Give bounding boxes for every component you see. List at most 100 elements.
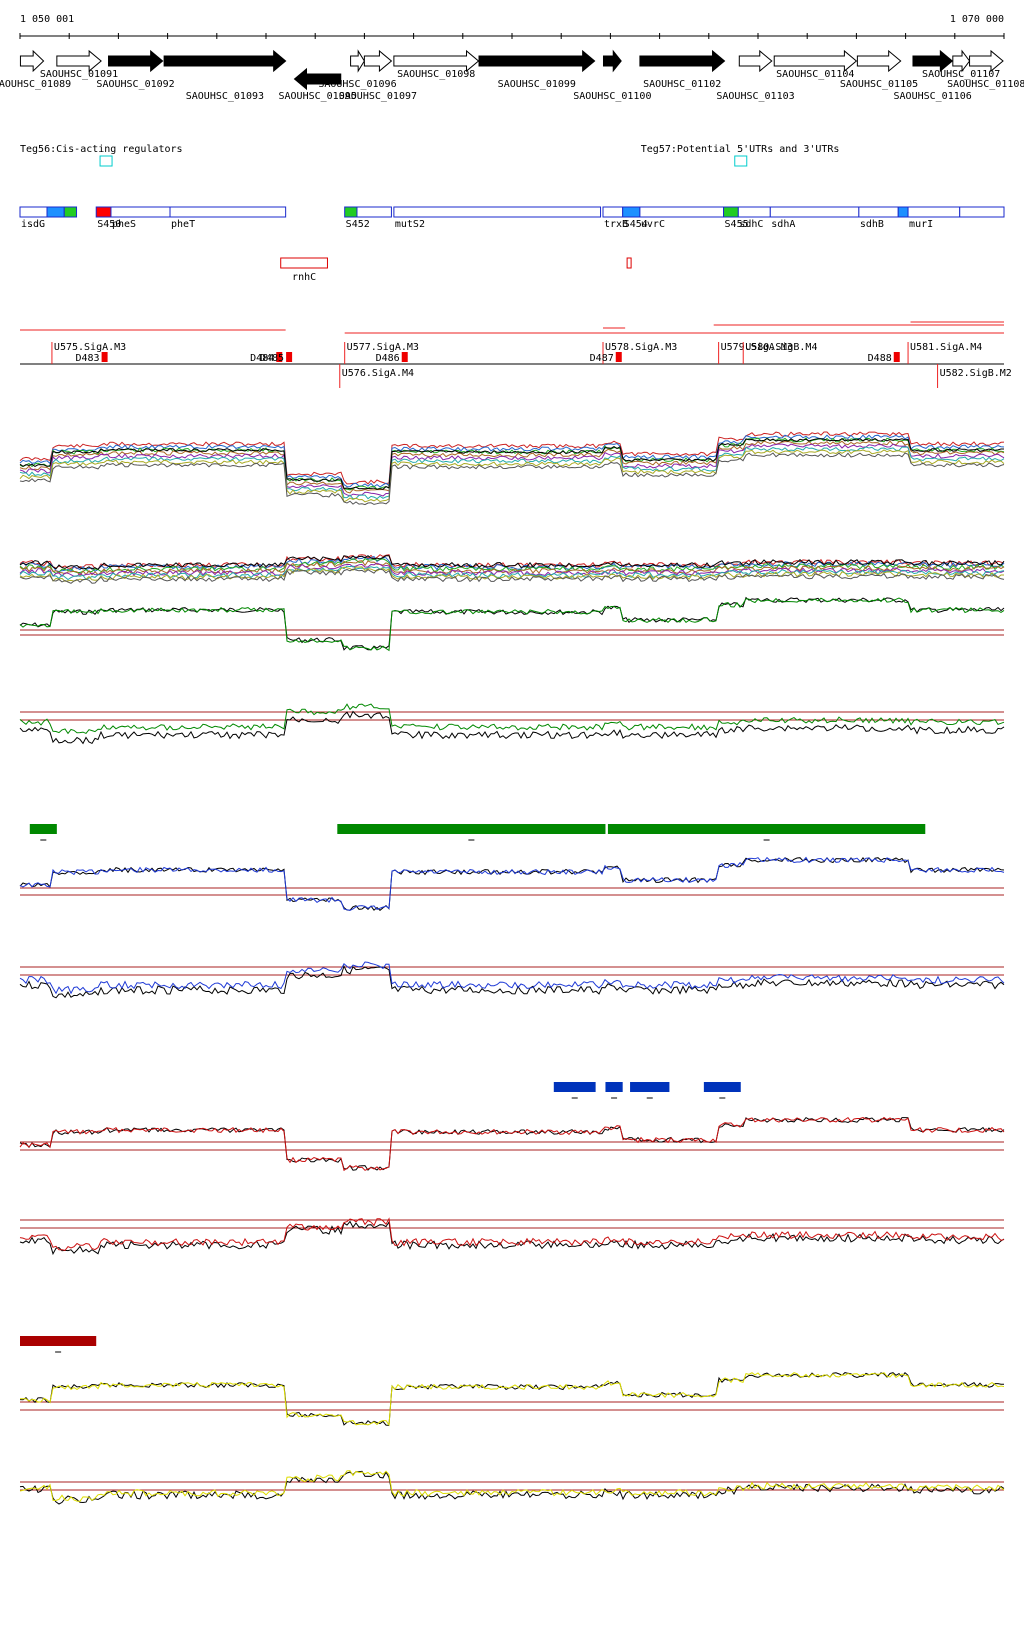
tss-label: U579.SigA.M3 — [721, 342, 793, 353]
expression-line — [19, 1116, 1005, 1171]
feature-label: S455 — [725, 219, 749, 230]
gene-label: SAOUHSC_01105 — [840, 79, 918, 90]
gene-arrow — [19, 49, 45, 73]
expression-line — [19, 449, 1005, 503]
feature-block — [907, 206, 961, 218]
feature-block — [639, 206, 725, 218]
expression-line — [19, 856, 1005, 911]
expression-line — [19, 440, 1005, 494]
expression-line — [19, 1371, 1004, 1426]
segment-bar — [337, 824, 606, 834]
gene-label: SAOUHSC_01108 — [947, 79, 1024, 90]
gene-arrow — [602, 49, 622, 73]
terminator-marker — [286, 352, 293, 362]
gene-label: SAOUHSC_01106 — [894, 91, 972, 102]
regulator-track: Teg56:Cis-acting regulators Teg57:Potenti… — [20, 144, 839, 167]
feature-block — [63, 206, 78, 218]
expression-line — [19, 565, 1005, 581]
gene-arrow — [639, 49, 726, 73]
feature-block — [393, 206, 602, 218]
feature-label: mutS2 — [395, 219, 425, 230]
gene-label: SAOUHSC_01103 — [716, 91, 794, 102]
expression-line — [19, 452, 1005, 506]
expression-line — [19, 1220, 1005, 1256]
expression-line — [19, 961, 1005, 995]
expression-line — [19, 964, 1005, 999]
gene-label: SAOUHSC_01095 — [278, 91, 356, 102]
feature-block — [723, 206, 739, 218]
gene-label: SAOUHSC_01100 — [573, 91, 651, 102]
feature-label: trxB — [604, 219, 628, 230]
feature-block — [897, 206, 909, 218]
expression-line — [19, 443, 1005, 497]
gene-label: SAOUHSC_01104 — [776, 69, 854, 80]
feature-label: pheT — [171, 219, 195, 230]
feature-block — [959, 206, 1005, 218]
segment-bar — [553, 1082, 596, 1092]
feature-label: S450 — [97, 219, 121, 230]
terminator-label: D488 — [868, 353, 892, 364]
feature-block — [622, 206, 641, 218]
expression-line — [19, 703, 1005, 735]
expression-line — [19, 434, 1005, 488]
feature-label: S452 — [346, 219, 370, 230]
terminator-label: D487 — [590, 353, 614, 364]
feature-block — [95, 206, 112, 218]
feature-label: pheS — [112, 219, 136, 230]
terminator-marker — [893, 352, 900, 362]
expression-line — [19, 446, 1005, 500]
feature-block — [169, 206, 287, 218]
tss-label: U578.SigA.M3 — [605, 342, 677, 353]
expression-line — [19, 1470, 1005, 1505]
gene-label: SAOUHSC_01107 — [922, 69, 1000, 80]
expression-line — [19, 431, 1005, 485]
gene-arrow — [773, 49, 858, 73]
gene-label: SAOUHSC_01091 — [40, 69, 118, 80]
gene-label: SAOUHSC_01099 — [498, 79, 576, 90]
feature-label: sdhA — [771, 219, 795, 230]
expression-line — [19, 560, 1005, 577]
segment-bar — [20, 1336, 97, 1346]
terminator-marker — [615, 352, 622, 362]
segment-bar-tracks — [20, 824, 926, 1353]
regulator-label: Teg56:Cis-acting regulators — [20, 144, 183, 155]
rnh-block — [626, 257, 632, 269]
segment-bar — [29, 824, 57, 834]
tss-label: U580.SigB.M4 — [745, 342, 817, 353]
gene-arrow — [969, 49, 1004, 73]
terminator-marker — [401, 352, 408, 362]
segment-bar — [630, 1082, 670, 1092]
expression-line — [19, 1116, 1005, 1172]
feature-label: murI — [909, 219, 933, 230]
expression-tracks — [19, 431, 1005, 1505]
gene-arrow — [293, 67, 342, 91]
terminator-marker — [101, 352, 108, 362]
gene-label: SAOUHSC_01089 — [0, 79, 71, 90]
terminator-marker — [276, 352, 283, 362]
gene-label: SAOUHSC_01093 — [186, 91, 264, 102]
terminator-label: D484 — [250, 353, 274, 364]
feature-block — [344, 206, 358, 218]
terminator-label: D485 — [260, 353, 284, 364]
gene-label: SAOUHSC_01096 — [318, 79, 396, 90]
gene-arrow — [108, 49, 164, 73]
segment-bar — [703, 1082, 741, 1092]
gene-arrow — [856, 49, 902, 73]
gene-arrow — [478, 49, 596, 73]
tss-label: U575.SigA.M3 — [54, 342, 126, 353]
gene-arrow — [952, 49, 971, 73]
expression-line — [19, 566, 1004, 582]
rnh-track: rnhC — [280, 257, 632, 283]
expression-line — [19, 568, 1005, 584]
gene-arrow — [393, 49, 480, 73]
gene-arrow — [363, 49, 393, 73]
feature-block — [769, 206, 860, 218]
expression-line — [19, 856, 1005, 911]
feature-label: sdhB — [860, 219, 884, 230]
feature-label: isdG — [21, 219, 45, 230]
feature-block — [19, 206, 48, 218]
axis-end-label: 1 070 000 — [950, 14, 1004, 25]
